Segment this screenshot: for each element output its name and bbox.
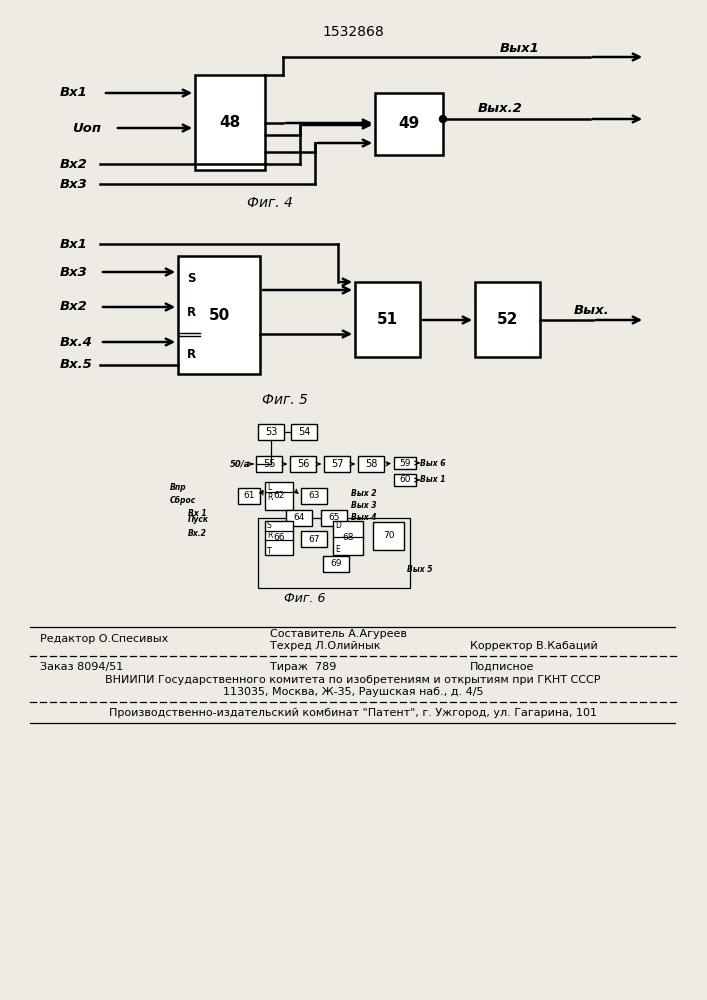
Text: 66: 66 bbox=[273, 534, 285, 542]
Text: Редактор О.Спесивых: Редактор О.Спесивых bbox=[40, 634, 168, 644]
Text: Подписное: Подписное bbox=[470, 662, 534, 672]
Text: R: R bbox=[267, 493, 272, 502]
Text: 49: 49 bbox=[398, 116, 420, 131]
Text: Фиг. 5: Фиг. 5 bbox=[262, 393, 308, 407]
Text: L: L bbox=[267, 483, 271, 491]
Text: Составитель А.Агуреев: Составитель А.Агуреев bbox=[270, 629, 407, 639]
Text: 65: 65 bbox=[328, 514, 340, 522]
Text: Техред Л.Олийнык: Техред Л.Олийнык bbox=[270, 641, 380, 651]
Text: S: S bbox=[187, 271, 196, 284]
Text: 70: 70 bbox=[382, 532, 395, 540]
Text: 57: 57 bbox=[331, 459, 344, 469]
Bar bbox=[195, 75, 265, 170]
Text: 113035, Москва, Ж-35, Раушская наб., д. 4/5: 113035, Москва, Ж-35, Раушская наб., д. … bbox=[223, 687, 484, 697]
Bar bbox=[375, 93, 443, 155]
Bar bbox=[301, 488, 327, 504]
Bar bbox=[258, 424, 284, 440]
Text: 58: 58 bbox=[365, 459, 378, 469]
Text: ВНИИПИ Государственного комитета по изобретениям и открытиям при ГКНТ СССР: ВНИИПИ Государственного комитета по изоб… bbox=[105, 675, 601, 685]
Text: 50/а: 50/а bbox=[230, 460, 250, 468]
Text: Вх1: Вх1 bbox=[60, 237, 88, 250]
Text: Вых 2: Вых 2 bbox=[351, 488, 377, 497]
Text: Вх2: Вх2 bbox=[60, 157, 88, 170]
Bar bbox=[286, 510, 312, 526]
Text: Производственно-издательский комбинат "Патент", г. Ужгород, ул. Гагарина, 101: Производственно-издательский комбинат "П… bbox=[109, 708, 597, 718]
Text: Вых1: Вых1 bbox=[500, 41, 540, 54]
Text: R: R bbox=[187, 306, 196, 320]
Circle shape bbox=[440, 115, 447, 122]
Text: 61: 61 bbox=[243, 491, 255, 500]
Text: 69: 69 bbox=[330, 560, 341, 568]
Bar bbox=[373, 522, 404, 550]
Text: Заказ 8094/51: Заказ 8094/51 bbox=[40, 662, 123, 672]
Text: 1532868: 1532868 bbox=[322, 25, 384, 39]
Text: Uоп: Uоп bbox=[72, 121, 101, 134]
Bar bbox=[265, 482, 293, 510]
Text: S: S bbox=[267, 522, 271, 530]
Bar bbox=[301, 531, 327, 547]
Text: Вых.2: Вых.2 bbox=[478, 103, 523, 115]
Bar bbox=[394, 474, 416, 486]
Text: Фиг. 4: Фиг. 4 bbox=[247, 196, 293, 210]
Text: E: E bbox=[335, 546, 340, 554]
Bar bbox=[475, 282, 540, 357]
Text: 68: 68 bbox=[342, 534, 354, 542]
Text: Вых 3: Вых 3 bbox=[351, 500, 377, 510]
Text: Вх3: Вх3 bbox=[60, 178, 88, 190]
Text: Впр: Впр bbox=[170, 484, 187, 492]
Text: 52: 52 bbox=[497, 312, 518, 327]
Text: 63: 63 bbox=[308, 491, 320, 500]
Text: Вх.5: Вх.5 bbox=[60, 359, 93, 371]
Text: Вх2: Вх2 bbox=[60, 300, 88, 314]
Bar bbox=[355, 282, 420, 357]
Bar bbox=[324, 456, 350, 472]
Text: 53: 53 bbox=[265, 427, 277, 437]
Text: Фиг. 6: Фиг. 6 bbox=[284, 591, 326, 604]
Text: 62: 62 bbox=[274, 491, 285, 500]
Bar bbox=[323, 556, 349, 572]
Bar bbox=[258, 518, 410, 588]
Text: Корректор В.Кабаций: Корректор В.Кабаций bbox=[470, 641, 597, 651]
Bar bbox=[358, 456, 384, 472]
Text: Вых.: Вых. bbox=[574, 304, 609, 316]
Text: Вых 5: Вых 5 bbox=[407, 566, 433, 574]
Text: 55: 55 bbox=[263, 459, 275, 469]
Text: 56: 56 bbox=[297, 459, 309, 469]
Text: Вх1: Вх1 bbox=[60, 87, 88, 100]
Text: T: T bbox=[267, 546, 271, 556]
Text: Тираж  789: Тираж 789 bbox=[270, 662, 337, 672]
Text: Вых 1: Вых 1 bbox=[420, 476, 445, 485]
Text: 48: 48 bbox=[219, 115, 240, 130]
Text: 60: 60 bbox=[399, 476, 411, 485]
Bar bbox=[238, 488, 260, 504]
Text: Вх.4: Вх.4 bbox=[60, 336, 93, 349]
Bar bbox=[291, 424, 317, 440]
Text: D: D bbox=[335, 522, 341, 530]
Text: 64: 64 bbox=[293, 514, 305, 522]
Bar bbox=[256, 456, 282, 472]
Text: Пуск: Пуск bbox=[188, 516, 209, 524]
Text: Вых 6: Вых 6 bbox=[420, 458, 445, 468]
Text: Вых 4: Вых 4 bbox=[351, 514, 377, 522]
Bar bbox=[394, 457, 416, 469]
Text: Вх.2: Вх.2 bbox=[188, 530, 207, 538]
Text: R: R bbox=[267, 532, 272, 540]
Bar bbox=[321, 510, 347, 526]
Text: R: R bbox=[187, 348, 196, 360]
Bar bbox=[290, 456, 316, 472]
Text: Сброс: Сброс bbox=[170, 495, 197, 505]
Text: 50: 50 bbox=[209, 308, 230, 322]
Text: 59: 59 bbox=[399, 458, 411, 468]
Text: Вх 1: Вх 1 bbox=[188, 510, 206, 518]
Text: 67: 67 bbox=[308, 534, 320, 544]
Text: 51: 51 bbox=[377, 312, 398, 327]
Bar bbox=[265, 521, 293, 555]
Bar bbox=[178, 256, 260, 374]
Bar bbox=[333, 521, 363, 555]
Text: 54: 54 bbox=[298, 427, 310, 437]
Text: Вх3: Вх3 bbox=[60, 265, 88, 278]
